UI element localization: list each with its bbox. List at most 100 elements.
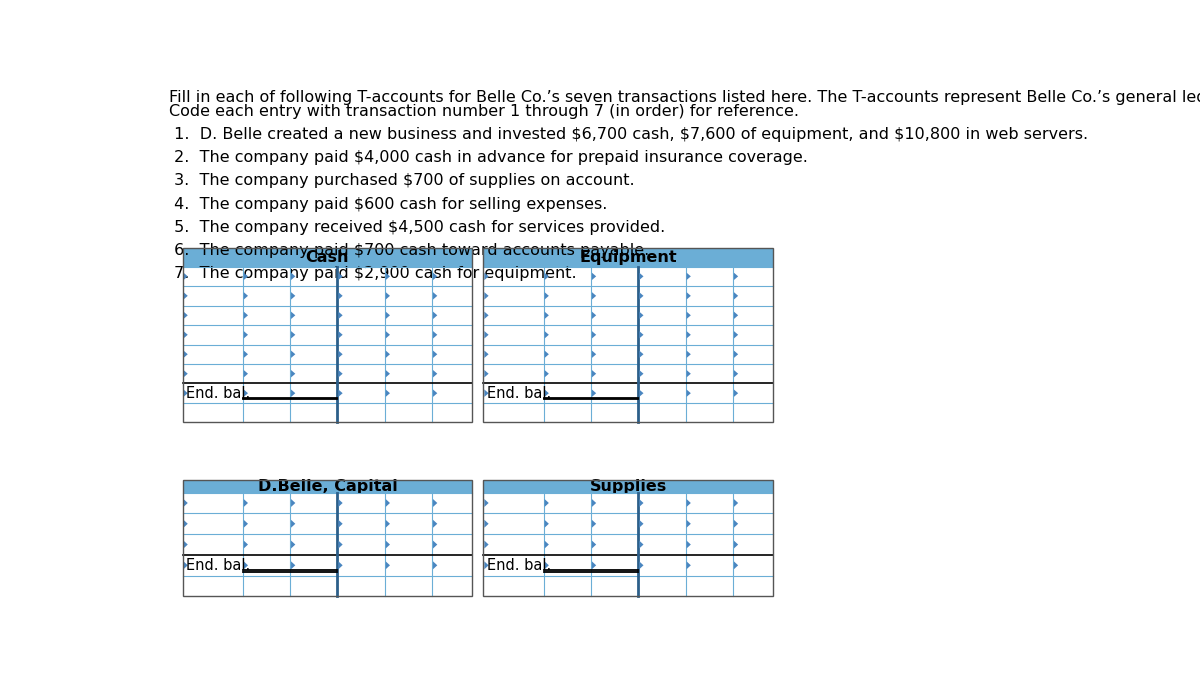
Polygon shape <box>640 331 643 338</box>
Polygon shape <box>640 390 643 397</box>
Bar <box>484 480 773 493</box>
Polygon shape <box>734 292 738 299</box>
Text: D.Belle, Capital: D.Belle, Capital <box>258 479 397 494</box>
Polygon shape <box>292 351 295 358</box>
Polygon shape <box>734 312 738 319</box>
Polygon shape <box>433 562 437 569</box>
Polygon shape <box>385 370 390 377</box>
Polygon shape <box>592 390 596 397</box>
Polygon shape <box>640 370 643 377</box>
Polygon shape <box>640 562 643 569</box>
Polygon shape <box>292 499 295 507</box>
Polygon shape <box>686 562 691 569</box>
Polygon shape <box>686 499 691 507</box>
Polygon shape <box>385 390 390 397</box>
Polygon shape <box>640 540 643 549</box>
Polygon shape <box>545 499 548 507</box>
Polygon shape <box>385 562 390 569</box>
Polygon shape <box>485 520 488 527</box>
Polygon shape <box>184 331 187 338</box>
Polygon shape <box>338 540 343 549</box>
Polygon shape <box>385 331 390 338</box>
Polygon shape <box>545 292 548 299</box>
Polygon shape <box>686 520 691 527</box>
Polygon shape <box>686 273 691 280</box>
Polygon shape <box>485 312 488 319</box>
Text: Equipment: Equipment <box>580 250 677 265</box>
Text: 5.  The company received $4,500 cash for services provided.: 5. The company received $4,500 cash for … <box>168 220 665 235</box>
Bar <box>484 480 773 597</box>
Polygon shape <box>338 351 343 358</box>
Polygon shape <box>433 312 437 319</box>
Polygon shape <box>545 370 548 377</box>
Polygon shape <box>244 351 248 358</box>
Polygon shape <box>244 390 248 397</box>
Polygon shape <box>292 370 295 377</box>
Polygon shape <box>545 331 548 338</box>
Text: End. bal.: End. bal. <box>487 558 551 573</box>
Text: Supplies: Supplies <box>589 479 667 494</box>
Polygon shape <box>686 351 691 358</box>
Polygon shape <box>592 331 596 338</box>
Polygon shape <box>686 312 691 319</box>
Polygon shape <box>640 499 643 507</box>
Polygon shape <box>338 312 343 319</box>
Polygon shape <box>244 331 248 338</box>
Polygon shape <box>385 273 390 280</box>
Bar <box>182 480 473 493</box>
Polygon shape <box>545 540 548 549</box>
Polygon shape <box>485 540 488 549</box>
Polygon shape <box>592 292 596 299</box>
Polygon shape <box>592 520 596 527</box>
Polygon shape <box>292 540 295 549</box>
Text: 6.  The company paid $700 cash toward accounts payable.: 6. The company paid $700 cash toward acc… <box>168 243 649 258</box>
Polygon shape <box>640 520 643 527</box>
Polygon shape <box>485 351 488 358</box>
Polygon shape <box>640 312 643 319</box>
Polygon shape <box>385 312 390 319</box>
Polygon shape <box>433 390 437 397</box>
Polygon shape <box>433 499 437 507</box>
Bar <box>182 249 473 266</box>
Polygon shape <box>184 390 187 397</box>
Polygon shape <box>338 273 343 280</box>
Polygon shape <box>184 351 187 358</box>
Polygon shape <box>385 520 390 527</box>
Polygon shape <box>433 331 437 338</box>
Text: Code each entry with transaction number 1 through 7 (in order) for reference.: Code each entry with transaction number … <box>168 104 799 119</box>
Polygon shape <box>485 331 488 338</box>
Polygon shape <box>592 351 596 358</box>
Polygon shape <box>244 540 248 549</box>
Polygon shape <box>640 273 643 280</box>
Text: End. bal.: End. bal. <box>186 386 251 401</box>
Text: Cash: Cash <box>306 250 349 265</box>
Polygon shape <box>734 370 738 377</box>
Polygon shape <box>433 370 437 377</box>
Polygon shape <box>292 520 295 527</box>
Polygon shape <box>686 390 691 397</box>
Polygon shape <box>292 292 295 299</box>
Polygon shape <box>592 499 596 507</box>
Polygon shape <box>485 390 488 397</box>
Polygon shape <box>338 331 343 338</box>
Text: Fill in each of following T-accounts for Belle Co.’s seven transactions listed h: Fill in each of following T-accounts for… <box>168 90 1200 105</box>
Polygon shape <box>338 520 343 527</box>
Polygon shape <box>686 370 691 377</box>
Polygon shape <box>244 520 248 527</box>
Polygon shape <box>485 292 488 299</box>
Polygon shape <box>433 540 437 549</box>
Polygon shape <box>433 520 437 527</box>
Polygon shape <box>686 292 691 299</box>
Polygon shape <box>545 273 548 280</box>
Polygon shape <box>244 312 248 319</box>
Polygon shape <box>485 273 488 280</box>
Polygon shape <box>734 331 738 338</box>
Polygon shape <box>244 562 248 569</box>
Text: 7.  The company paid $2,900 cash for equipment.: 7. The company paid $2,900 cash for equi… <box>168 266 576 282</box>
Text: 1.  D. Belle created a new business and invested $6,700 cash, $7,600 of equipmen: 1. D. Belle created a new business and i… <box>168 127 1087 142</box>
Polygon shape <box>244 292 248 299</box>
Polygon shape <box>734 273 738 280</box>
Bar <box>182 480 473 597</box>
Polygon shape <box>592 562 596 569</box>
Polygon shape <box>292 312 295 319</box>
